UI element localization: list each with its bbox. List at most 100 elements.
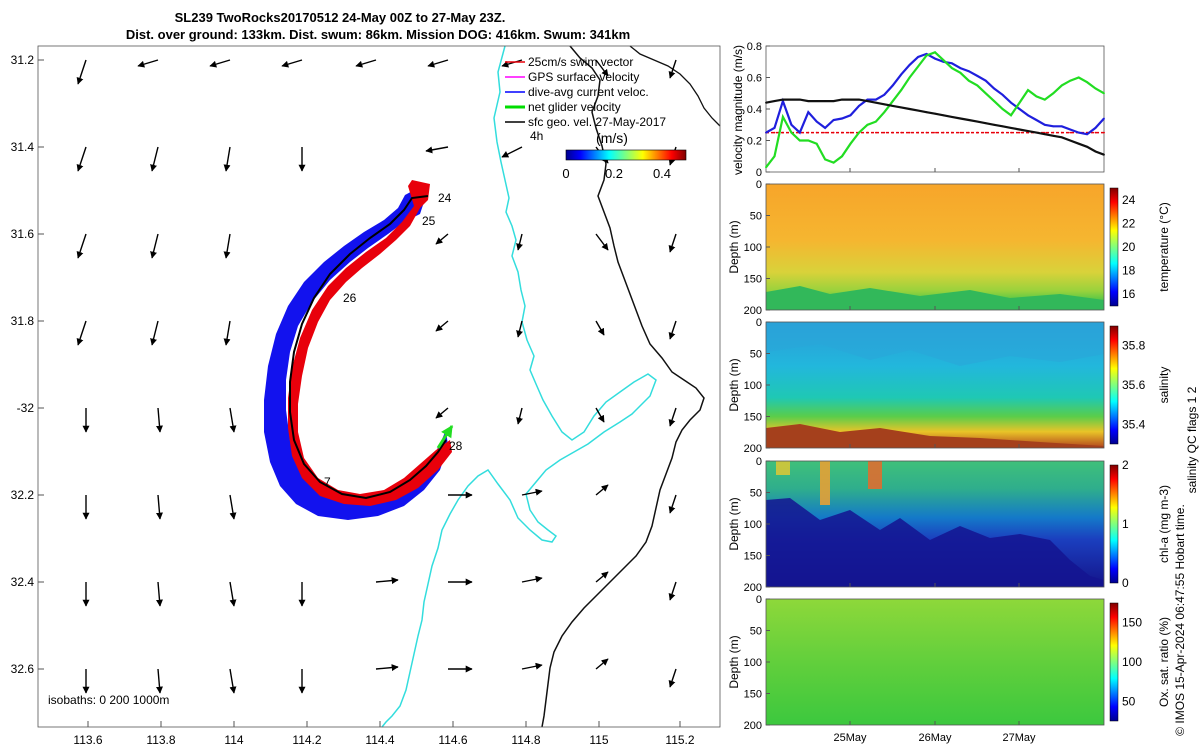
velocity-point (1069, 131, 1072, 134)
day-label-24: 24 (438, 191, 452, 205)
colorbar-tick-label: 0 (562, 166, 569, 181)
velocity-point (1001, 131, 1004, 134)
geo-velocity-arrow (150, 320, 159, 346)
velocity-point (1001, 108, 1004, 110)
velocity-point (925, 54, 928, 57)
geo-velocity-arrow (150, 233, 159, 259)
geo-velocity-arrow (155, 581, 163, 607)
depth-axis-label: Depth (m) (727, 358, 741, 411)
interval-label: 4h (530, 129, 543, 143)
velocity-point (900, 73, 903, 76)
velocity-point (1052, 92, 1055, 95)
section-colorbar-tick: 50 (1122, 694, 1136, 708)
velocity-point (807, 131, 810, 134)
velocity-point (782, 131, 784, 134)
geo-velocity-arrow (137, 59, 159, 68)
depth-axis-label: Depth (m) (727, 635, 741, 688)
velocity-point (824, 131, 826, 134)
velocity-point (765, 166, 767, 169)
velocity-point (959, 117, 962, 120)
geo-velocity-arrow (501, 59, 523, 68)
depth-tick-label: 0 (756, 317, 762, 329)
velocity-point (1010, 114, 1012, 117)
lat-tick-label: 32.4 (11, 575, 35, 589)
velocity-point (891, 84, 894, 87)
velocity-point (900, 106, 903, 109)
geo-velocity-arrow (229, 407, 237, 433)
lat-tick-label: 31.2 (11, 53, 35, 67)
velocity-point (1001, 125, 1004, 128)
velocity-panel: 0 0.2 0.4 0.6 0.8 velocity magnitude (m/s) (731, 41, 1105, 179)
geo-velocity-arrow (76, 59, 87, 85)
section-colorbar-label: salinity (1157, 367, 1171, 404)
geo-velocity-arrow (595, 407, 605, 423)
day-label-26: 26 (343, 291, 357, 305)
lon-tick-label: 114.2 (292, 733, 321, 747)
section-colorbar-label: chl-a (mg m-3) (1157, 485, 1171, 563)
velocity-point (951, 116, 953, 118)
geo-velocity-arrow (375, 577, 399, 585)
lon-tick-label: 115 (589, 733, 608, 747)
section-colorbar-label: Ox. sat. ratio (%) (1157, 617, 1171, 707)
section-colorbar-tick: 35.4 (1122, 417, 1146, 431)
depth-tick-label: 150 (744, 274, 762, 286)
lat-tick-label: 31.6 (11, 227, 35, 241)
legend-label: 25cm/s swim vector (528, 55, 633, 69)
velocity-point (967, 70, 970, 73)
dive-avg-current-swath (264, 188, 448, 520)
geo-velocity-arrow (375, 664, 399, 672)
lon-tick-label: 114.4 (365, 733, 394, 747)
velocity-point (934, 131, 936, 134)
velocity-point (1069, 128, 1072, 131)
velocity-point (925, 111, 928, 114)
velocity-point (883, 131, 886, 134)
chla-patch-2 (868, 461, 882, 489)
velocity-point (1060, 84, 1063, 87)
velocity-point (790, 123, 793, 126)
velocity-point (984, 131, 987, 134)
velocity-point (824, 158, 826, 161)
velocity-point (1052, 125, 1055, 128)
geo-velocity-arrow (435, 233, 449, 245)
velocity-point (849, 142, 852, 145)
velocity-point (875, 98, 877, 101)
velocity-point (951, 62, 953, 65)
velocity-ytick-label: 0.4 (747, 104, 762, 116)
velocity-point (883, 103, 886, 106)
velocity-point (1094, 127, 1097, 129)
geo-velocity-arrow (668, 494, 677, 514)
velocity-point (1103, 117, 1105, 120)
depth-tick-label: 0 (756, 594, 762, 606)
velocity-ytick-label: 0.6 (747, 73, 762, 85)
velocity-point (790, 98, 793, 101)
geo-velocity-arrow (281, 59, 303, 68)
section-colorbar-tick: 18 (1122, 264, 1136, 278)
lon-tick-label: 114 (224, 733, 243, 747)
velocity-point (934, 112, 936, 115)
depth-tick-label: 50 (750, 349, 762, 361)
temperature-bottom-layer (766, 286, 1104, 310)
velocity-point (917, 65, 919, 68)
colorbar-tick-label: 0.2 (605, 166, 623, 181)
velocity-point (1001, 93, 1004, 96)
velocity-point (976, 131, 979, 134)
velocity-point (908, 76, 911, 79)
geo-velocity-arrow (516, 233, 523, 251)
section-colorbar-tick: 16 (1122, 287, 1136, 301)
depth-tick-label: 100 (744, 519, 762, 531)
geo-velocity-arrow (668, 59, 677, 79)
velocity-point (841, 131, 843, 134)
velocity-point (773, 155, 776, 158)
title-line-1: SL239 TwoRocks20170512 24-May 00Z to 27-… (175, 10, 506, 25)
velocity-point (959, 67, 962, 69)
velocity-point (976, 84, 979, 87)
time-tick-label: 26May (918, 732, 952, 744)
velocity-point (1010, 131, 1012, 134)
velocity-point (984, 92, 987, 95)
section-colorbar-tick: 22 (1122, 216, 1136, 230)
velocity-point (951, 67, 953, 69)
velocity-point (798, 131, 801, 134)
section-colorbar (1109, 325, 1119, 445)
velocity-point (1027, 114, 1029, 117)
